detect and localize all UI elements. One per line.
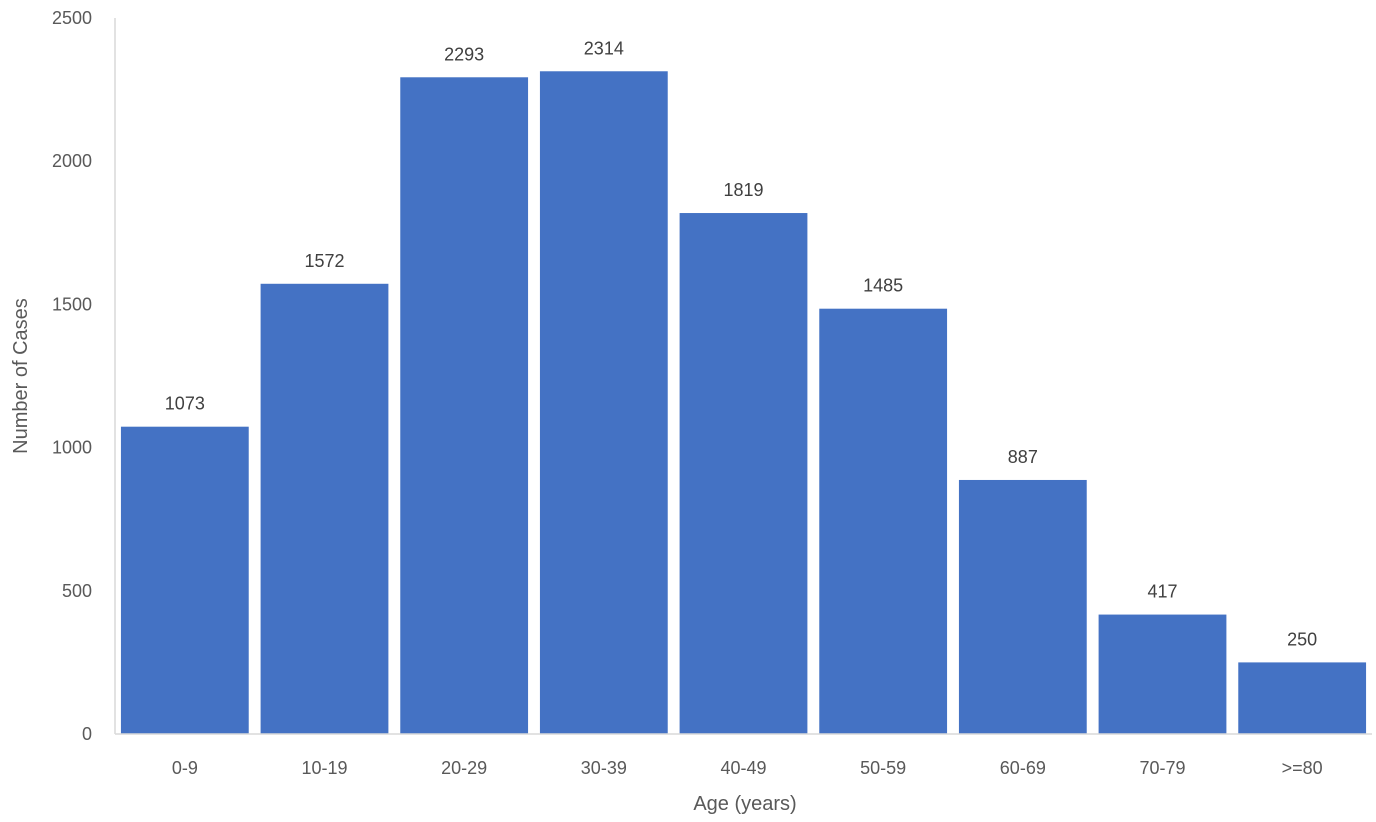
x-tick-label: 40-49 bbox=[720, 758, 766, 778]
data-label: 1073 bbox=[165, 394, 205, 414]
data-label: 1819 bbox=[723, 180, 763, 200]
x-tick-label: 0-9 bbox=[172, 758, 198, 778]
x-axis: 0-9 10-19 20-29 30-39 40-49 50-59 60-69 70-79 >=… bbox=[115, 733, 1372, 778]
bars bbox=[120, 71, 1367, 735]
x-tick-label: 20-29 bbox=[441, 758, 487, 778]
bar bbox=[958, 479, 1087, 734]
x-tick-label: 10-19 bbox=[301, 758, 347, 778]
y-tick-label: 2500 bbox=[52, 8, 92, 28]
data-label: 2293 bbox=[444, 44, 484, 64]
bar bbox=[120, 426, 249, 734]
bar bbox=[1238, 662, 1367, 734]
data-label: 250 bbox=[1287, 629, 1317, 649]
bar bbox=[400, 77, 529, 735]
y-tick-label: 500 bbox=[62, 581, 92, 601]
x-tick-label: 60-69 bbox=[1000, 758, 1046, 778]
x-tick-label: 50-59 bbox=[860, 758, 906, 778]
y-tick-label: 0 bbox=[82, 724, 92, 744]
bar bbox=[679, 213, 808, 735]
y-tick-label: 1000 bbox=[52, 438, 92, 458]
data-label: 417 bbox=[1147, 582, 1177, 602]
y-tick-label: 1500 bbox=[52, 294, 92, 314]
y-tick-label: 2000 bbox=[52, 151, 92, 171]
bar bbox=[1098, 614, 1227, 734]
x-tick-label: >=80 bbox=[1282, 758, 1323, 778]
data-label: 1572 bbox=[304, 251, 344, 271]
data-label: 1485 bbox=[863, 276, 903, 296]
data-labels: 1073 1572 2293 2314 1819 1485 887 417 250 bbox=[165, 38, 1317, 649]
x-axis-title: Age (years) bbox=[693, 793, 796, 815]
y-axis: 0 500 1000 1500 2000 2500 bbox=[52, 8, 116, 744]
data-label: 2314 bbox=[584, 38, 624, 58]
y-axis-title: Number of Cases bbox=[10, 298, 32, 454]
bar bbox=[819, 308, 948, 734]
bar bbox=[539, 71, 668, 735]
x-tick-label: 30-39 bbox=[581, 758, 627, 778]
data-label: 887 bbox=[1008, 447, 1038, 467]
bar bbox=[260, 283, 389, 734]
x-tick-label: 70-79 bbox=[1139, 758, 1185, 778]
